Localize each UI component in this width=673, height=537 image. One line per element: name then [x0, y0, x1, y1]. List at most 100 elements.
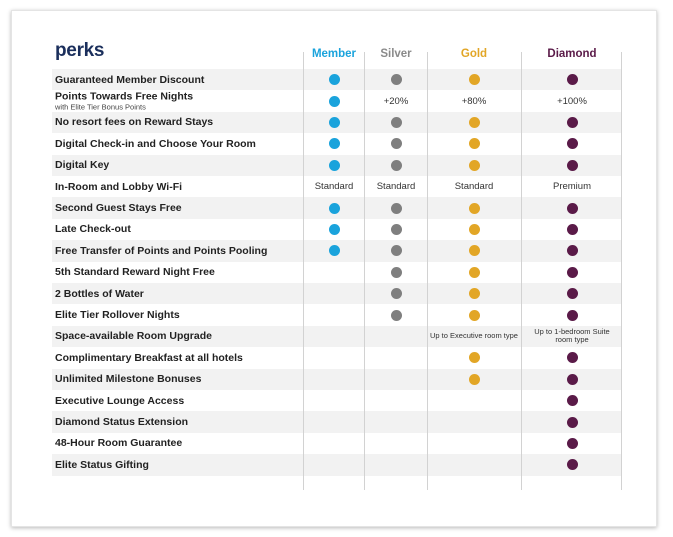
included-dot-icon [390, 116, 402, 128]
tier-cell-silver [365, 240, 427, 261]
table-row: 48-Hour Room Guarantee [52, 433, 622, 454]
perk-name: In-Room and Lobby Wi-Fi [55, 180, 183, 193]
table-row: Space-available Room Upgrade Up to Execut… [52, 325, 622, 348]
perk-label: Space-available Room Upgrade [55, 330, 212, 342]
tier-value: +100% [557, 95, 587, 107]
included-dot-icon [566, 416, 578, 428]
perk-name: Digital Key [55, 159, 110, 172]
tier-cell-silver: +20% [365, 90, 427, 111]
included-dot-icon [328, 95, 340, 107]
table-row: Late Check-out [52, 219, 622, 240]
tier-cell-silver [365, 69, 427, 90]
table-row: 5th Standard Reward Night Free [52, 262, 622, 283]
included-dot-icon [566, 159, 578, 171]
tier-cell-gold [428, 112, 520, 133]
perk-label: Points Towards Free Nights with Elite Tie… [55, 91, 193, 112]
included-dot-icon [390, 266, 402, 278]
tier-cell-member [304, 219, 364, 240]
table-row: Guaranteed Member Discount [52, 69, 622, 91]
included-dot-icon [566, 116, 578, 128]
tier-cell-gold [428, 304, 520, 325]
included-dot-icon [390, 309, 402, 321]
perk-label: 5th Standard Reward Night Free [55, 266, 215, 278]
included-dot-icon [566, 373, 578, 385]
tier-cell-member [304, 69, 364, 90]
perk-label: Second Guest Stays Free [55, 202, 182, 214]
tier-cell-diamond: Up to 1-bedroom Suite room type [522, 326, 622, 347]
column-divider [427, 52, 428, 490]
table-row: Points Towards Free Nights with Elite Tie… [52, 90, 622, 112]
included-dot-icon [566, 245, 578, 257]
tier-cell-silver [365, 304, 427, 325]
tier-cell-silver [365, 197, 427, 218]
table-row: Diamond Status Extension [52, 411, 622, 433]
perk-name: 5th Standard Reward Night Free [55, 266, 215, 279]
included-dot-icon [566, 395, 578, 407]
tier-cell-diamond [522, 155, 622, 176]
tier-cell-gold [428, 197, 520, 218]
tier-cell-gold: Standard [428, 176, 520, 197]
perk-label: Digital Check-in and Choose Your Room [55, 138, 256, 150]
tier-cell-gold [428, 369, 520, 390]
tier-cell-silver: Standard [365, 176, 427, 197]
perk-label: Guaranteed Member Discount [55, 74, 204, 86]
perk-name: Elite Status Gifting [55, 458, 149, 471]
tier-cell-diamond [522, 112, 622, 133]
tier-cell-silver [365, 262, 427, 283]
included-dot-icon [566, 437, 578, 449]
tier-cell-diamond: +100% [522, 90, 622, 111]
perk-name: Free Transfer of Points and Points Pooli… [55, 244, 268, 257]
tier-heading-silver: Silver [380, 48, 412, 60]
perk-name: Space-available Room Upgrade [55, 330, 212, 343]
included-dot-icon [328, 223, 340, 235]
included-dot-icon [328, 138, 340, 150]
tier-cell-member [304, 155, 364, 176]
included-dot-icon [468, 245, 480, 257]
column-divider [521, 52, 522, 490]
included-dot-icon [468, 352, 480, 364]
perk-name: Elite Tier Rollover Nights [55, 309, 180, 322]
perk-label: No resort fees on Reward Stays [55, 116, 213, 128]
tier-cell-diamond [522, 454, 622, 475]
table-row: In-Room and Lobby Wi-Fi Standard Standard S… [52, 176, 622, 197]
tier-cell-diamond [522, 369, 622, 390]
tier-cell-diamond: Premium [522, 176, 622, 197]
tier-cell-diamond [522, 197, 622, 218]
included-dot-icon [566, 138, 578, 150]
perk-label: Elite Status Gifting [55, 459, 149, 471]
tier-cell-gold [428, 69, 520, 90]
tier-cell-silver [365, 219, 427, 240]
included-dot-icon [328, 245, 340, 257]
perk-name: 2 Bottles of Water [55, 287, 144, 300]
tier-heading-diamond: Diamond [547, 48, 597, 60]
included-dot-icon [566, 223, 578, 235]
tier-cell-gold [428, 347, 520, 368]
perk-label: Unlimited Milestone Bonuses [55, 373, 201, 385]
table-row: Complimentary Breakfast at all hotels [52, 347, 622, 368]
page-title: perks [55, 40, 105, 61]
perk-label: Executive Lounge Access [55, 395, 184, 407]
tier-cell-silver [365, 133, 427, 154]
tier-cell-diamond [522, 133, 622, 154]
perk-name: Late Check-out [55, 223, 131, 236]
included-dot-icon [328, 159, 340, 171]
tier-cell-gold [428, 133, 520, 154]
table-row: No resort fees on Reward Stays [52, 111, 622, 134]
table-row: 2 Bottles of Water [52, 283, 622, 305]
tier-cell-member [304, 240, 364, 261]
perk-name: Executive Lounge Access [55, 394, 185, 407]
tier-value: +20% [383, 95, 409, 107]
tier-cell-diamond [522, 304, 622, 325]
included-dot-icon [468, 116, 480, 128]
table-row: Elite Tier Rollover Nights [52, 304, 622, 325]
included-dot-icon [566, 309, 578, 321]
table-row: Digital Check-in and Choose Your Room [52, 133, 622, 154]
included-dot-icon [468, 74, 480, 86]
perk-name: Complimentary Breakfast at all hotels [55, 351, 243, 364]
tier-cell-diamond [522, 219, 622, 240]
tier-cell-diamond [522, 240, 622, 261]
tier-value: Standard [454, 181, 494, 193]
tier-value: Up to 1-bedroom Suite room type [534, 326, 610, 345]
tier-cell-diamond [522, 69, 622, 90]
perk-name: Points Towards Free Nights [55, 90, 194, 103]
